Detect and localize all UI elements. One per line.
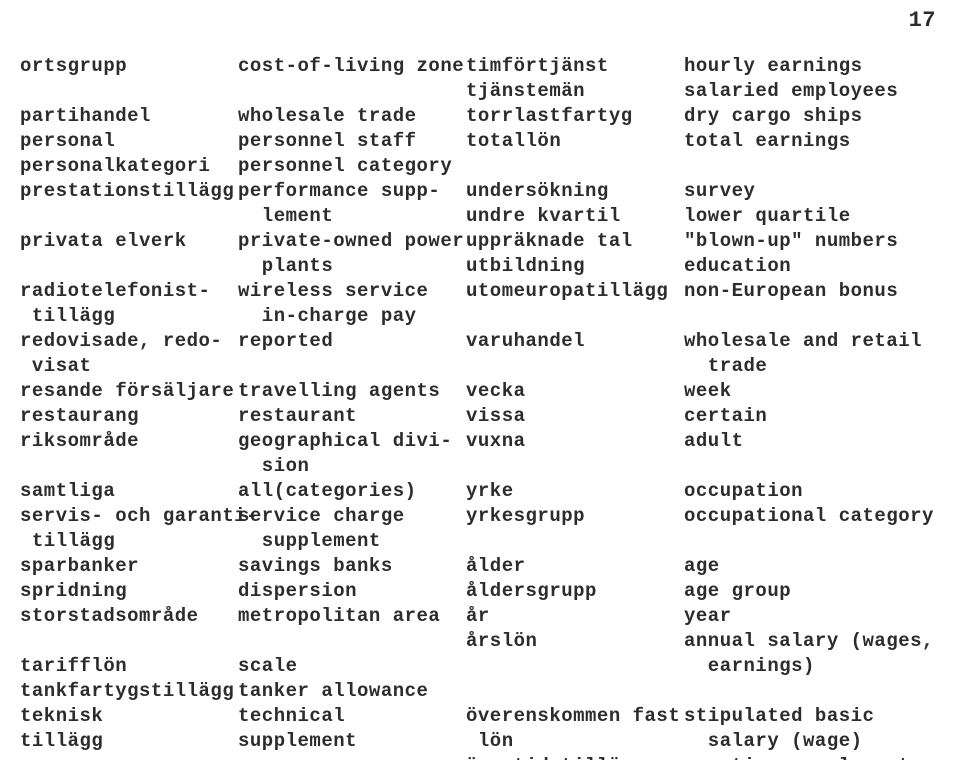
- col-english-left: cost-of-living zone wholesale trade pers…: [238, 54, 466, 760]
- col-swedish-left: ortsgrupp partihandel personal personalk…: [20, 54, 238, 760]
- glossary-columns: ortsgrupp partihandel personal personalk…: [20, 54, 944, 760]
- col-english-right: hourly earnings salaried employees dry c…: [684, 54, 944, 760]
- col-swedish-right: timförtjänst tjänstemän torrlastfartyg t…: [466, 54, 684, 760]
- page-number: 17: [909, 8, 936, 33]
